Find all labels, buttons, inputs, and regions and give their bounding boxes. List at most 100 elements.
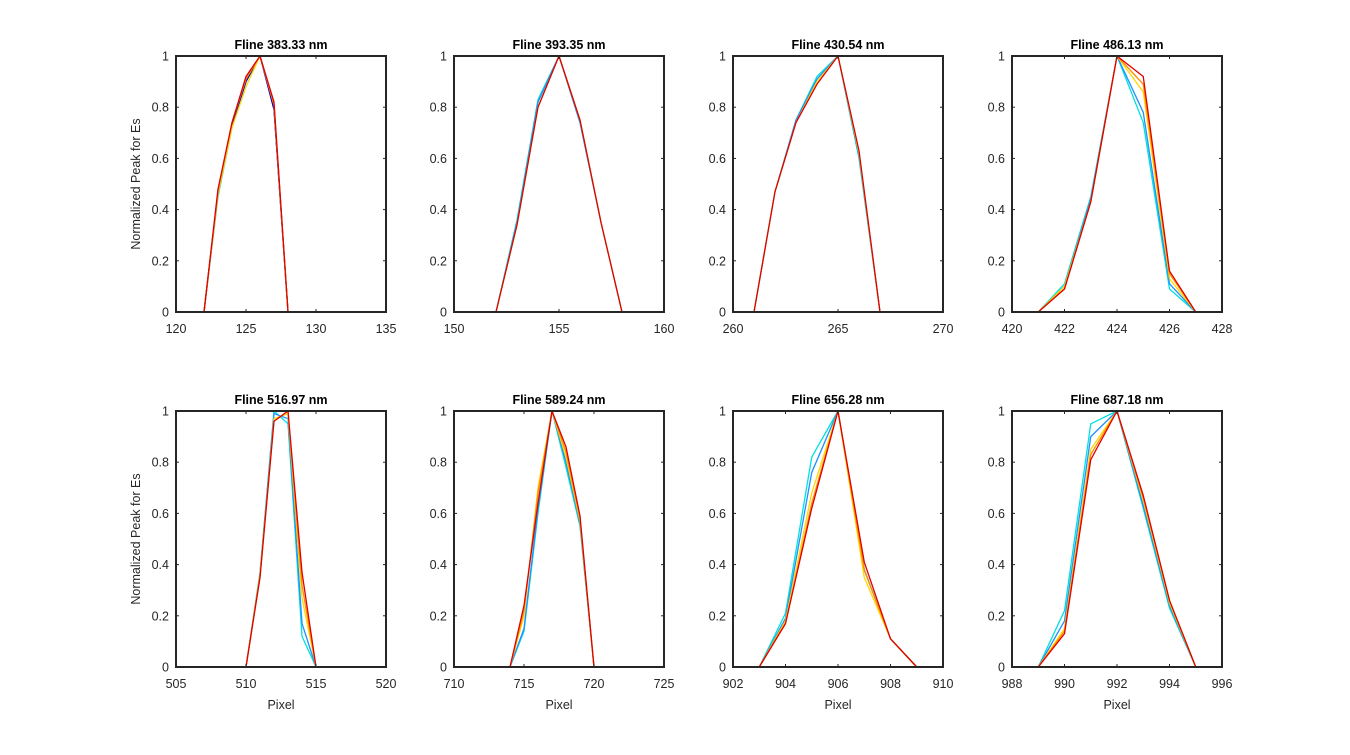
x-tick-label: 135 (376, 322, 397, 336)
axes-box (1011, 410, 1223, 668)
plot-area (1012, 56, 1222, 312)
x-tick-label: 426 (1159, 322, 1180, 336)
y-tick-label: 0.2 (430, 609, 447, 623)
panel-2: 150 155 160 0 0.2 0.4 0.6 0.8 1 Fline 393.35 nm (430, 38, 675, 336)
y-tick-label: 0.6 (430, 507, 447, 521)
y-tick-label: 0 (998, 661, 1005, 675)
x-axis-label: Pixel (1103, 698, 1130, 712)
y-tick-label: 0.8 (430, 101, 447, 115)
y-tick-label: 0.4 (709, 203, 726, 217)
x-tick-label: 720 (584, 677, 605, 691)
panel-title: Fline 393.35 nm (512, 38, 605, 52)
y-tick-label: 0.4 (152, 558, 169, 572)
x-tick-label: 130 (306, 322, 327, 336)
panel-title: Fline 589.24 nm (512, 393, 605, 407)
y-tick-label: 0 (440, 306, 447, 320)
x-tick-label: 715 (514, 677, 535, 691)
y-tick-label: 0.2 (709, 609, 726, 623)
y-tick-label: 0.6 (152, 507, 169, 521)
y-tick-label: 0.6 (988, 507, 1005, 521)
x-tick-label: 992 (1107, 677, 1128, 691)
y-tick-label: 0 (719, 661, 726, 675)
axes-box (453, 55, 665, 313)
y-tick-label: 1 (719, 405, 726, 419)
panel-3: 260 265 270 0 0.2 0.4 0.6 0.8 1 Fline 430.54 nm (709, 38, 954, 336)
panel-4: 420 422 424 426 428 0 0.2 0.4 0.6 0.8 1 Fline 486.1… (988, 38, 1233, 336)
x-axis-label: Pixel (824, 698, 851, 712)
x-tick-label: 520 (376, 677, 397, 691)
panel-8: 988 990 992 994 996 0 0.2 0.4 0.6 0.8 1 Fline 687.1… (988, 393, 1233, 712)
y-tick-label: 0 (162, 306, 169, 320)
axes-box (732, 55, 944, 313)
plot-area (1012, 411, 1222, 667)
y-tick-label: 1 (440, 405, 447, 419)
y-tick-label: 1 (998, 50, 1005, 64)
y-tick-label: 0.8 (709, 456, 726, 470)
y-tick-label: 0.4 (988, 558, 1005, 572)
plot-area (733, 411, 943, 667)
y-tick-label: 1 (719, 50, 726, 64)
y-tick-label: 0.2 (988, 609, 1005, 623)
x-tick-label: 725 (654, 677, 675, 691)
panel-title: Fline 516.97 nm (234, 393, 327, 407)
x-tick-label: 125 (236, 322, 257, 336)
y-tick-label: 0.4 (152, 203, 169, 217)
y-tick-label: 0.2 (430, 254, 447, 268)
x-tick-label: 505 (166, 677, 187, 691)
x-tick-label: 910 (933, 677, 954, 691)
x-tick-label: 902 (723, 677, 744, 691)
axes-box (453, 410, 665, 668)
plot-area (733, 56, 943, 312)
x-tick-label: 150 (444, 322, 465, 336)
x-tick-label: 424 (1107, 322, 1128, 336)
panel-6: 710 715 720 725 0 0.2 0.4 0.6 0.8 1 Fline 589.24 n… (430, 393, 675, 712)
y-tick-label: 0.6 (709, 507, 726, 521)
y-tick-label: 0.2 (988, 254, 1005, 268)
axes-box (175, 55, 387, 313)
x-tick-label: 710 (444, 677, 465, 691)
x-tick-label: 994 (1159, 677, 1180, 691)
y-tick-label: 0.4 (430, 203, 447, 217)
x-tick-label: 265 (828, 322, 849, 336)
y-tick-label: 0.6 (430, 152, 447, 166)
y-tick-label: 0.6 (709, 152, 726, 166)
y-axis-label: Normalized Peak for Es (129, 473, 143, 604)
panel-title: Fline 486.13 nm (1070, 38, 1163, 52)
panel-title: Fline 687.18 nm (1070, 393, 1163, 407)
x-tick-label: 260 (723, 322, 744, 336)
x-tick-label: 120 (166, 322, 187, 336)
x-tick-label: 908 (880, 677, 901, 691)
x-tick-label: 990 (1054, 677, 1075, 691)
x-tick-label: 155 (549, 322, 570, 336)
y-tick-label: 0.4 (988, 203, 1005, 217)
panel-7: 902 904 906 908 910 0 0.2 0.4 0.6 0.8 1 Fline 656.2… (709, 393, 954, 712)
y-tick-label: 0.2 (152, 254, 169, 268)
y-tick-label: 0 (998, 306, 1005, 320)
y-tick-label: 0.4 (709, 558, 726, 572)
y-tick-label: 1 (162, 50, 169, 64)
x-tick-label: 422 (1054, 322, 1075, 336)
panel-title: Fline 430.54 nm (791, 38, 884, 52)
y-tick-label: 0.2 (152, 609, 169, 623)
x-tick-label: 420 (1002, 322, 1023, 336)
x-axis-label: Pixel (545, 698, 572, 712)
x-tick-label: 428 (1212, 322, 1233, 336)
panel-5: 505 510 515 520 0 0.2 0.4 0.6 0.8 1 Fline 516.97 n… (129, 393, 396, 712)
x-tick-label: 906 (828, 677, 849, 691)
y-tick-label: 1 (162, 405, 169, 419)
plot-area (176, 411, 386, 667)
y-tick-label: 0.2 (709, 254, 726, 268)
y-tick-label: 0 (440, 661, 447, 675)
y-tick-label: 0.4 (430, 558, 447, 572)
x-tick-label: 510 (236, 677, 257, 691)
y-tick-label: 1 (440, 50, 447, 64)
y-tick-label: 0.6 (988, 152, 1005, 166)
plot-area (176, 56, 386, 312)
y-tick-label: 0.8 (988, 101, 1005, 115)
panel-1: 120 125 130 135 0 0.2 0.4 0.6 0.8 1 Fline 383.33 n… (129, 38, 396, 336)
x-axis-label: Pixel (267, 698, 294, 712)
y-tick-label: 0.8 (152, 456, 169, 470)
x-tick-label: 904 (775, 677, 796, 691)
